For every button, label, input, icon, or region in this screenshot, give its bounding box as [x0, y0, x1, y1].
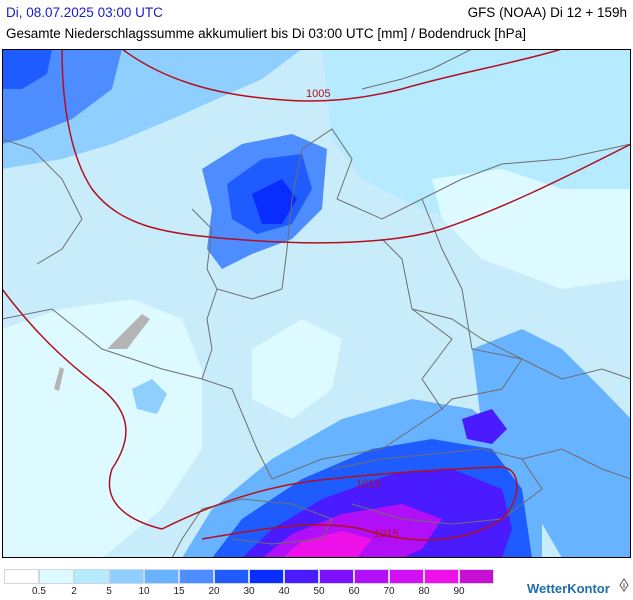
coastline-scandinavia: [361, 49, 473, 90]
precip-field-south-peak: [282, 531, 372, 558]
coastline-baltic: [336, 143, 631, 220]
coastline-north-sea: [191, 208, 283, 300]
legend-label: 5: [106, 586, 112, 597]
legend-label: 2: [71, 586, 77, 597]
isobar-label-1005: 1005: [306, 88, 330, 100]
legend-label: 0.5: [32, 586, 46, 597]
no-data-patch-france: [54, 367, 64, 391]
no-data-patch-benelux: [107, 314, 150, 349]
legend-swatch: [39, 569, 74, 584]
legend-swatch: [144, 569, 179, 584]
precip-field-center-light: [252, 319, 342, 419]
border-france-south: [171, 508, 203, 558]
border-germany-east: [271, 238, 453, 480]
coastline-uk: [2, 138, 83, 265]
precip-field-west-light: [2, 299, 202, 558]
legend-labels: 0.5 2 5 10 15 20 30 40 50 60 70 80 90: [4, 586, 504, 598]
legend-swatch: [4, 569, 39, 584]
legend-label: 90: [453, 586, 465, 597]
border-poland: [421, 198, 631, 380]
legend-swatch: [214, 569, 249, 584]
legend-label: 40: [278, 586, 290, 597]
precip-field-west-cell: [132, 379, 167, 414]
coastline-denmark: [281, 128, 353, 290]
isobar-lines: [2, 49, 631, 541]
legend-label: 80: [418, 586, 430, 597]
legend-swatch: [354, 569, 389, 584]
legend-label: 70: [383, 586, 395, 597]
country-borders: [2, 49, 631, 558]
map-border: [2, 49, 631, 558]
wetterkontor-logo[interactable]: WetterKontor: [527, 581, 610, 596]
legend-swatch: [249, 569, 284, 584]
legend-swatch: [109, 569, 144, 584]
isobar-1005-north: [61, 49, 631, 244]
isobar-1005-arc: [121, 49, 563, 102]
precipitation-legend: [4, 569, 494, 584]
precip-field-northwest-dark: [2, 49, 52, 89]
precip-field-northeast: [322, 49, 631, 229]
map-svg: 1005 1015 1015: [2, 49, 631, 558]
legend-swatch: [284, 569, 319, 584]
border-france: [2, 308, 203, 380]
info-icon[interactable]: [619, 578, 629, 592]
legend-swatch: [319, 569, 354, 584]
model-run-info: GFS (NOAA) Di 12 + 159h: [467, 5, 627, 20]
isobar-label-1015-upper: 1015: [356, 478, 380, 490]
legend-label: 15: [173, 586, 185, 597]
border-switzerland: [201, 498, 333, 545]
legend-label: 20: [208, 586, 220, 597]
border-austria: [331, 448, 543, 525]
map-title: Gesamte Niederschlagssumme akkumuliert b…: [6, 26, 526, 41]
legend-label: 30: [243, 586, 255, 597]
legend-swatch: [179, 569, 214, 584]
border-hungary: [521, 448, 631, 480]
legend-swatch: [459, 569, 494, 584]
isobar-1015-west: [2, 288, 163, 530]
precip-field-northeast-light: [432, 169, 631, 289]
isobar-label-1015-lower: 1015: [374, 528, 398, 540]
legend-swatch: [74, 569, 109, 584]
legend-label: 60: [348, 586, 360, 597]
isobar-1015-south: [161, 466, 518, 541]
border-czechia: [411, 308, 523, 410]
precip-field-east-cell: [462, 409, 507, 444]
precip-field-north-center: [252, 179, 297, 224]
legend-label: 10: [138, 586, 150, 597]
legend-swatch: [389, 569, 424, 584]
legend-swatch: [424, 569, 459, 584]
forecast-date: Di, 08.07.2025 03:00 UTC: [6, 5, 163, 20]
precip-field-east-band: [472, 329, 631, 558]
precipitation-map: 1005 1015 1015: [2, 49, 631, 558]
legend-label: 50: [313, 586, 325, 597]
